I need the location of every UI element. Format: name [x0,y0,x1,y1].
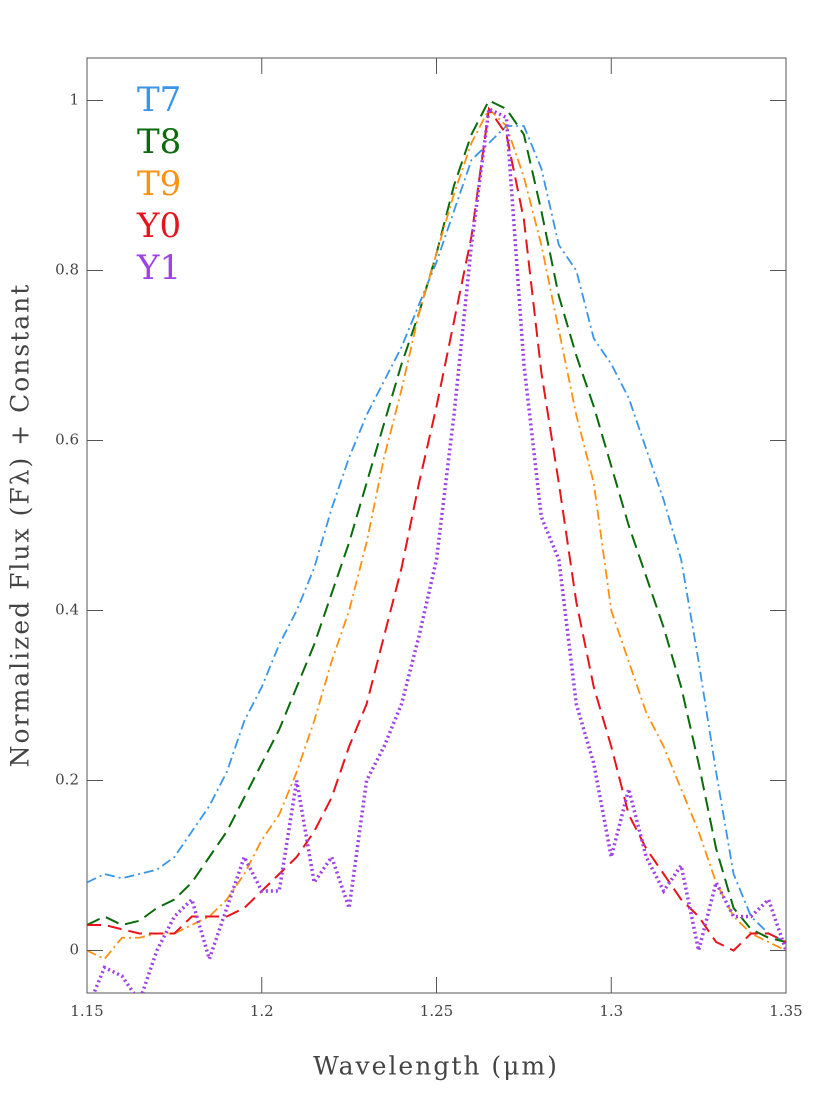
y-tick-label: 0.2 [55,771,79,789]
y-tick-label: 0.6 [55,431,79,449]
y-tick-label: 0.4 [55,601,79,619]
x-tick-label: 1.2 [250,1002,274,1020]
series-line [87,99,786,943]
legend-label: Y1 [136,248,181,288]
legend-label: Y0 [136,206,181,246]
x-tick-label: 1.3 [599,1002,623,1020]
series-line [87,125,786,943]
series-line [87,106,786,952]
x-tick-label: 1.25 [420,1002,453,1020]
series-line [92,106,786,993]
y-tick-label: 0.8 [55,261,79,279]
legend-label: T8 [137,122,181,162]
x-axis-label: Wavelength (μm) [313,1052,559,1081]
plot-lines [87,99,786,993]
x-tick-label: 1.35 [769,1002,802,1020]
series-line [87,107,786,961]
plot-frame [86,57,787,994]
legend-label: T9 [137,164,181,204]
legend-label: T7 [137,80,181,120]
y-axis-label: Normalized Flux (Fλ) + Constant [6,283,35,768]
y-tick-label: 0 [69,941,79,959]
x-tick-label: 1.15 [70,1002,103,1020]
y-tick-label: 1 [69,91,79,109]
